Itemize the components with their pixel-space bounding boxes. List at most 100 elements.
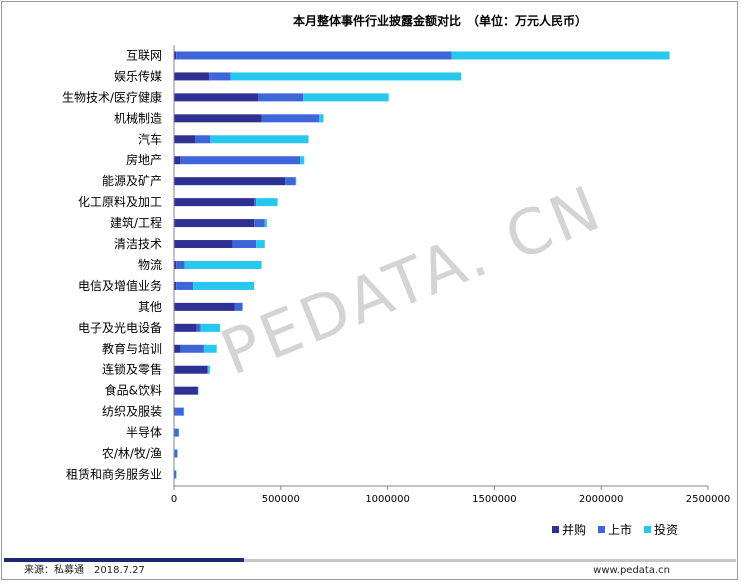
bar-segment	[193, 281, 255, 290]
bar-segment	[196, 323, 201, 332]
bar-segment	[203, 344, 217, 353]
category-label: 互联网	[126, 48, 162, 62]
bar-segment	[254, 198, 257, 207]
category-label: 建筑/工程	[110, 215, 162, 230]
category-label: 清洁技术	[114, 237, 162, 251]
bar-segment	[176, 281, 194, 290]
bar-segment	[180, 344, 204, 353]
bar-segment	[319, 114, 324, 123]
bar-segment	[176, 51, 452, 60]
category-label: 连锁及零售	[102, 362, 162, 377]
bar-segment	[180, 156, 301, 165]
category-label: 物流	[138, 258, 162, 272]
x-axis: 0 500000 1000000 1500000 2000000 2500000	[171, 45, 730, 505]
category-label: 农/林/牧/渔	[102, 447, 162, 461]
bar-segment	[178, 428, 180, 437]
bar-segment	[264, 219, 267, 228]
bar-segment	[197, 386, 199, 395]
bar-segment	[261, 114, 320, 123]
bar-segment	[209, 72, 231, 81]
bar-segment	[208, 365, 210, 374]
bar-segment	[174, 72, 210, 81]
bar-segment	[256, 198, 278, 207]
bar-segment	[256, 240, 265, 249]
bar-segment	[174, 470, 177, 479]
bar-segment	[174, 428, 179, 437]
bar-segment	[258, 93, 304, 102]
x-tick-label: 0	[171, 494, 177, 505]
bar-segment	[183, 407, 185, 416]
category-label: 电子及光电设备	[78, 321, 162, 335]
bar-segment	[285, 177, 296, 186]
category-label: 教育与培训	[102, 341, 162, 356]
category-label: 其他	[138, 300, 162, 314]
footer: 来源：私募通 2018.7.27 www.pedata.cn	[4, 558, 736, 576]
footer-bar-light	[244, 559, 736, 562]
bar-segment	[177, 449, 178, 458]
bar-segment	[254, 219, 265, 228]
category-label: 租赁和商务服务业	[66, 466, 162, 481]
bar-segment	[184, 260, 262, 269]
bar-segment	[242, 302, 243, 311]
category-label: 化工原料及加工	[78, 195, 162, 209]
footer-source: 来源：私募通 2018.7.27	[24, 563, 145, 576]
bar-segment	[174, 281, 177, 290]
bar-segment	[174, 240, 233, 249]
bar-segment	[300, 156, 305, 165]
bar-segment	[232, 240, 257, 249]
bar-segment	[210, 135, 309, 144]
x-tick-label: 500000	[262, 494, 300, 505]
bar-segment	[295, 177, 297, 186]
bar-segment	[174, 449, 178, 458]
category-label: 食品&饮料	[105, 383, 162, 398]
x-tick-label: 2000000	[579, 494, 624, 505]
category-label: 汽车	[138, 131, 162, 146]
chart-title: 本月整体事件行业披露金额对比 （单位：万元人民币）	[293, 13, 587, 28]
legend-swatch	[644, 526, 651, 533]
bar-segment	[200, 323, 220, 332]
category-label: 娱乐传媒	[114, 68, 162, 83]
bar-segment	[174, 219, 255, 228]
bar-segment	[175, 407, 184, 416]
legend: 并购 上市 投资	[552, 522, 678, 537]
bar-segment	[174, 323, 197, 332]
bar-segment	[234, 302, 243, 311]
category-label: 能源及矿产	[102, 174, 162, 188]
category-label: 生物技术/医疗健康	[62, 89, 162, 104]
x-tick-label: 1500000	[472, 494, 517, 505]
bars	[174, 51, 670, 479]
category-label: 房地产	[126, 152, 162, 167]
legend-label: 投资	[654, 522, 678, 537]
bar-segment	[195, 135, 211, 144]
category-label: 纺织及服装	[102, 405, 162, 419]
x-tick-label: 2500000	[686, 494, 731, 505]
bar-segment	[174, 135, 196, 144]
category-label: 电信及增值业务	[78, 278, 162, 293]
bar-segment	[174, 344, 181, 353]
bar-segment	[174, 198, 255, 207]
category-label: 机械制造	[114, 110, 162, 125]
legend-swatch	[552, 526, 559, 533]
bar-segment	[176, 470, 177, 479]
bar-segment	[174, 260, 177, 269]
footer-site: www.pedata.cn	[593, 565, 670, 576]
bar-segment	[451, 51, 670, 60]
bar-segment	[174, 407, 176, 416]
bar-segment	[230, 72, 462, 81]
bar-segment	[174, 302, 235, 311]
category-labels: 互联网娱乐传媒生物技术/医疗健康机械制造汽车房地产能源及矿产化工原料及加工建筑/…	[62, 48, 162, 481]
x-tick-label: 1000000	[365, 494, 410, 505]
legend-label: 上市	[608, 522, 632, 537]
bar-segment	[174, 93, 259, 102]
legend-label: 并购	[562, 522, 586, 537]
bar-segment	[174, 156, 181, 165]
bar-segment	[176, 260, 185, 269]
bar-segment	[174, 51, 177, 60]
bar-segment	[174, 386, 198, 395]
footer-bar-dark	[4, 558, 244, 562]
bar-segment	[174, 177, 286, 186]
bar-segment	[174, 114, 262, 123]
bar-segment	[303, 93, 389, 102]
